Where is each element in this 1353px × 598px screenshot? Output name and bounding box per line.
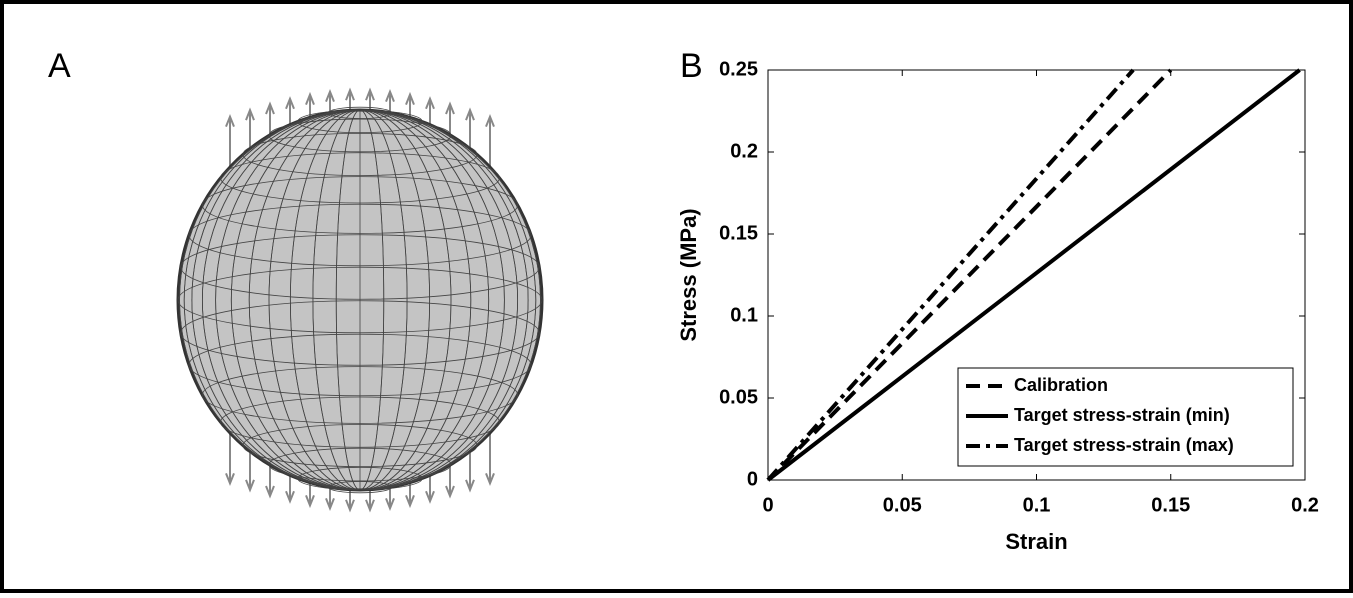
arrow-head xyxy=(305,495,315,509)
arrow-head xyxy=(265,101,275,115)
legend-label: Target stress-strain (min) xyxy=(1014,405,1230,425)
mesh-line xyxy=(220,152,500,204)
arrow-head xyxy=(485,472,495,487)
legend-label: Target stress-strain (max) xyxy=(1014,435,1234,455)
arrow-head xyxy=(265,485,275,499)
x-tick-label: 0.05 xyxy=(883,494,922,516)
arrow-head xyxy=(245,107,255,121)
arrow-head xyxy=(225,472,235,487)
y-tick-label: 0 xyxy=(747,468,758,490)
arrow-head xyxy=(465,479,475,493)
x-tick-label: 0.2 xyxy=(1291,494,1319,516)
series-line xyxy=(766,68,1135,482)
x-tick-label: 0.1 xyxy=(1023,494,1051,516)
mesh-line xyxy=(179,109,541,491)
arrow-head xyxy=(365,87,375,101)
legend xyxy=(957,367,1294,467)
mesh-line xyxy=(242,424,478,468)
mesh-line xyxy=(180,300,540,366)
mesh-line xyxy=(201,366,519,424)
arrow-head xyxy=(325,88,335,103)
y-tick-label: 0.1 xyxy=(730,304,758,326)
arrow-head xyxy=(345,87,355,101)
mesh-line xyxy=(220,396,500,448)
mesh-line xyxy=(180,234,540,300)
arrow-head xyxy=(405,91,415,105)
arrow-head xyxy=(285,490,295,504)
x-axis-label: Strain xyxy=(1005,529,1067,554)
arrow-head xyxy=(285,96,295,110)
x-tick-label: 0.15 xyxy=(1151,494,1190,516)
y-tick-label: 0.2 xyxy=(730,140,758,162)
arrow-head xyxy=(445,101,455,115)
arrow-head xyxy=(485,113,495,128)
y-tick-label: 0.25 xyxy=(719,58,758,80)
mesh-line xyxy=(242,132,478,176)
panel-label: B xyxy=(680,47,703,85)
arrow-head xyxy=(385,88,395,103)
arrow-head xyxy=(445,485,455,499)
arrow-head xyxy=(405,495,415,509)
mesh-line xyxy=(188,333,532,397)
legend-label: Calibration xyxy=(1014,375,1108,395)
arrow-head xyxy=(225,113,235,128)
arrow-head xyxy=(465,107,475,121)
arrow-head xyxy=(305,91,315,105)
series-line xyxy=(766,68,1301,482)
mesh-line xyxy=(201,176,519,234)
arrow-head xyxy=(345,499,355,513)
mesh-line xyxy=(188,203,532,267)
arrow-head xyxy=(385,497,395,512)
x-tick-label: 0 xyxy=(762,494,773,516)
mesh-sphere xyxy=(176,87,544,513)
arrow-head xyxy=(325,497,335,512)
arrow-head xyxy=(425,96,435,110)
arrow-head xyxy=(245,479,255,493)
panel-label: A xyxy=(48,47,71,85)
y-axis-label: Stress (MPa) xyxy=(676,208,701,341)
arrow-head xyxy=(425,490,435,504)
mesh-line xyxy=(177,266,543,334)
y-tick-label: 0.15 xyxy=(719,222,758,244)
series-line xyxy=(766,68,1173,482)
y-tick-label: 0.05 xyxy=(719,386,758,408)
arrow-head xyxy=(365,499,375,513)
